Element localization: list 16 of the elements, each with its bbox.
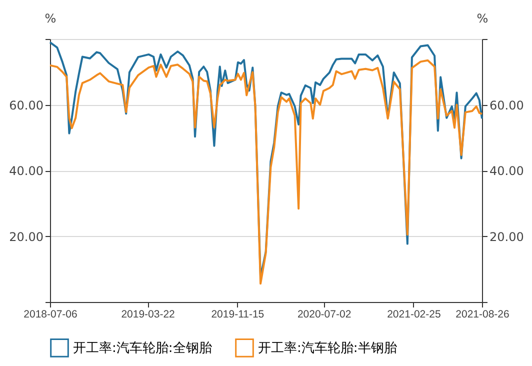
y2-tick-label: 20.00	[490, 230, 524, 244]
y2-axis-title: %	[476, 12, 488, 26]
x-tick-label: 2018-07-06	[24, 308, 78, 320]
x-tick-label: 2021-02-25	[387, 308, 441, 320]
y-tick-label: 60.00	[9, 98, 44, 112]
x-tick-label: 2019-03-22	[121, 308, 176, 320]
x-tick-label: 2019-11-15	[211, 308, 264, 320]
y-tick-label: 40.00	[9, 164, 44, 178]
y2-tick-label: 40.00	[490, 164, 524, 178]
legend-label: 开工率:汽车轮胎:全钢胎	[73, 340, 212, 356]
x-tick-label: 2020-07-02	[297, 308, 352, 320]
y-tick-label: 20.00	[9, 230, 44, 244]
y-axis-title: %	[44, 12, 56, 26]
y2-tick-label: 60.00	[490, 98, 524, 112]
legend-label: 开工率:汽车轮胎:半钢胎	[258, 340, 397, 356]
x-tick-label: 2021-08-26	[456, 308, 510, 320]
